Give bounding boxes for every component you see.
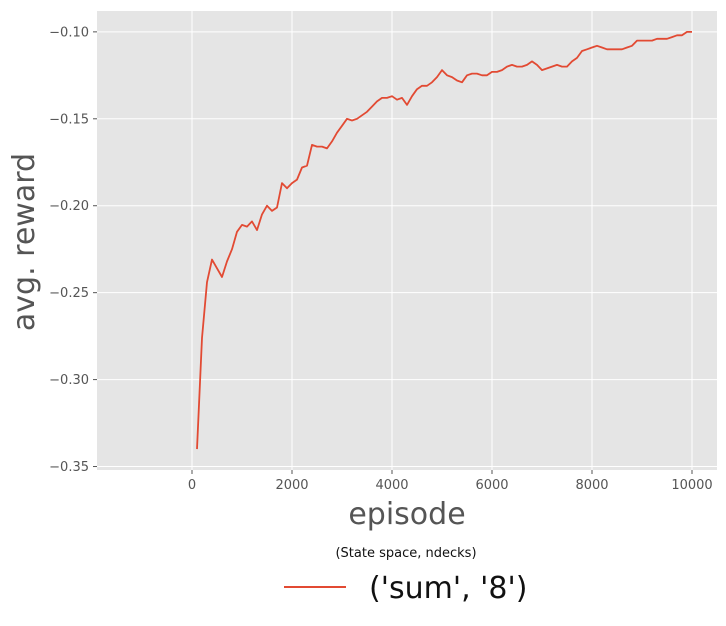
x-tick-label: 10000 [671, 478, 712, 493]
x-tick-label: 4000 [375, 478, 408, 493]
y-tick-label: −0.10 [49, 25, 89, 40]
y-tick-label: −0.15 [49, 112, 89, 127]
x-tick-label: 8000 [575, 478, 608, 493]
x-tick-label: 6000 [475, 478, 508, 493]
y-tick-label: −0.20 [49, 199, 89, 214]
y-tick-label: −0.25 [49, 286, 89, 301]
x-axis-label: episode [348, 497, 465, 532]
ticks: 0 2000 4000 6000 8000 10000 −0.35 −0.30 −0.25 −0.… [49, 25, 713, 493]
grid [97, 11, 717, 470]
x-tick-label: 0 [188, 478, 196, 493]
plot-background [97, 11, 717, 470]
legend-label: ('sum', '8') [369, 571, 527, 606]
legend: (State space, ndecks) ('sum', '8') [284, 546, 527, 606]
y-tick-label: −0.30 [49, 373, 89, 388]
legend-title: (State space, ndecks) [335, 546, 476, 561]
y-axis-label: avg. reward [7, 153, 42, 331]
x-tick-label: 2000 [275, 478, 308, 493]
series-group [196, 30, 692, 450]
series-line [196, 30, 692, 450]
y-tick-label: −0.35 [49, 460, 89, 475]
